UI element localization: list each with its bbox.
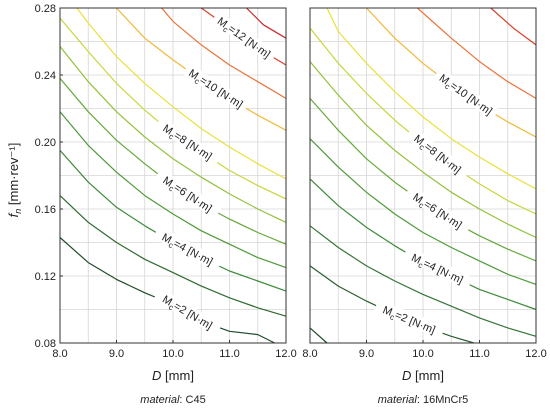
x-tick-label: 12.0 <box>275 348 296 360</box>
contour-label-level-8: Mc=8 [N·m] <box>410 133 463 178</box>
y-axis-label: fn [mm·rev⁻¹] <box>6 143 23 218</box>
contour-line-level-11 <box>417 7 537 99</box>
y-axis-label-units: [mm·rev⁻¹] <box>6 143 21 209</box>
caption-italic: material <box>378 394 418 406</box>
contour-label-bg <box>373 299 446 339</box>
contour-label-bg <box>404 185 472 236</box>
x-axis-label-main: D <box>152 368 161 383</box>
caption-value: : 16MnCr5 <box>417 394 468 406</box>
x-axis-label: D [mm] <box>152 368 194 383</box>
x-tick-label: 10.0 <box>162 348 183 360</box>
y-axis-label-main: f <box>6 212 21 217</box>
y-tick-label: 0.24 <box>35 70 56 82</box>
x-tick-label: 12.0 <box>525 348 546 360</box>
contour-line-level-9 <box>76 7 287 180</box>
contour-label-bg <box>211 10 278 64</box>
y-tick-label: 0.20 <box>35 137 56 149</box>
y-tick-label: 0.16 <box>35 204 56 216</box>
tick-labels: 8.0 9.0 10.0 11.0 12.0 0.08 0.12 0.16 0.20 0.24 0.… <box>35 3 297 360</box>
x-axis-label-main: D <box>402 368 411 383</box>
y-axis-label-sub: n <box>13 209 23 214</box>
contour-line-level-12 <box>490 7 537 46</box>
contour-label-bg <box>182 62 250 114</box>
panel-right: Mc=2 [N·m]Mc=4 [N·m]Mc=6 [N·m]Mc=8 [N·m]… <box>302 7 547 406</box>
contour-line-level-5 <box>309 138 537 285</box>
caption-italic: material <box>140 394 180 406</box>
contour-line-level-7 <box>59 46 287 223</box>
y-tick-label: 0.28 <box>35 3 56 15</box>
contour-label-bg <box>153 287 223 336</box>
x-tick-label: 10.0 <box>412 348 433 360</box>
contour-label-bg <box>152 225 223 272</box>
y-tick-label: 0.12 <box>35 271 56 283</box>
contour-line-level-7 <box>309 61 537 239</box>
contour-line-level-3 <box>309 225 537 337</box>
svg-text:fn [mm·rev⁻¹]: fn [mm·rev⁻¹] <box>6 143 23 218</box>
contour-line-level-5 <box>59 111 287 269</box>
contour-label-level-10: Mc=10 [N·m] <box>185 67 244 112</box>
contour-label-level-8: Mc=8 [N·m] <box>159 123 213 165</box>
contour-label-bg <box>154 116 222 167</box>
x-tick-label: 11.0 <box>219 348 240 360</box>
panel-caption: material: 16MnCr5 <box>378 394 468 406</box>
contour-label-level-2: Mc=2 [N·m] <box>159 294 214 334</box>
contour-label-bg <box>433 67 500 121</box>
contour-label-level-12: Mc=12 [N·m] <box>214 15 272 62</box>
contour-line-level-9 <box>326 7 537 190</box>
panel-caption: material: C45 <box>140 394 205 406</box>
contour-line-level-11 <box>161 7 287 99</box>
x-tick-label: 8.0 <box>52 348 67 360</box>
contour-label-level-6: Mc=6 [N·m] <box>409 191 463 233</box>
contour-line-level-2 <box>59 237 275 344</box>
contour-line-level-1 <box>309 327 328 344</box>
x-axis-label-units: [mm] <box>161 368 194 383</box>
x-tick-label: 11.0 <box>469 348 490 360</box>
contour-line-level-3 <box>59 195 287 317</box>
x-tick-label: 8.0 <box>302 348 317 360</box>
contour-label-level-4: Mc=4 [N·m] <box>159 232 215 271</box>
grid <box>309 7 537 344</box>
contour-label-bg <box>405 126 471 181</box>
contour-label-bg <box>154 168 222 219</box>
x-axis-label: D [mm] <box>402 368 444 383</box>
tick-labels: 8.0 9.0 10.0 11.0 12.0 <box>302 340 547 360</box>
contour-label-level-10: Mc=10 [N·m] <box>436 72 494 119</box>
x-tick-label: 9.0 <box>109 348 124 360</box>
panel-left: Mc=2 [N·m]Mc=4 [N·m]Mc=6 [N·m]Mc=8 [N·m]… <box>35 3 297 406</box>
x-axis-label-units: [mm] <box>411 368 444 383</box>
x-tick-label: 9.0 <box>359 348 374 360</box>
contour-label-bg <box>402 246 474 290</box>
caption-value: : C45 <box>179 394 205 406</box>
contour-line-level-13 <box>246 7 287 39</box>
y-tick-label: 0.08 <box>35 338 56 350</box>
